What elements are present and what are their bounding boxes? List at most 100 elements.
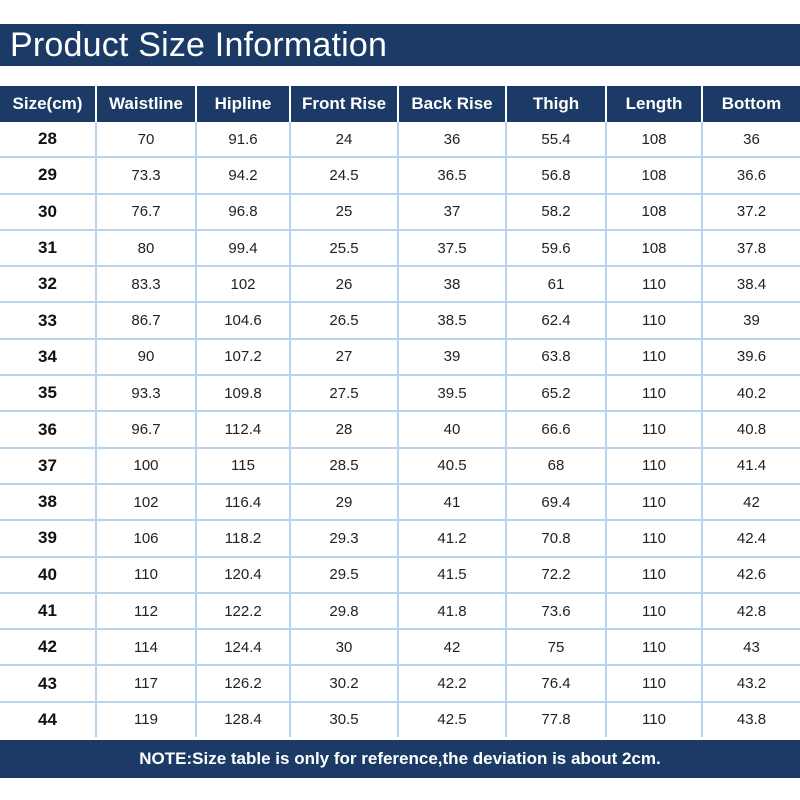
column-header: Waistline	[95, 86, 196, 122]
size-cell: 39	[0, 519, 96, 557]
measurement-cell: 40.8	[701, 410, 800, 448]
measurement-cell: 29.8	[289, 591, 398, 630]
measurement-cell: 119	[95, 700, 196, 738]
measurement-cell: 30.5	[289, 700, 398, 738]
size-cell: 29	[0, 156, 96, 194]
table-row: 43 117 126.2 30.2 42.2 76.4 110 43.2	[0, 664, 800, 702]
measurement-cell: 96.8	[195, 192, 290, 230]
measurement-cell: 41.2	[397, 519, 506, 557]
measurement-cell: 128.4	[195, 700, 290, 738]
measurement-cell: 66.6	[505, 410, 606, 448]
measurement-cell: 62.4	[505, 301, 606, 339]
measurement-cell: 73.6	[505, 591, 606, 630]
measurement-cell: 30.2	[289, 664, 398, 702]
size-cell: 32	[0, 265, 96, 303]
measurement-cell: 43.2	[701, 664, 800, 702]
measurement-cell: 120.4	[195, 555, 290, 593]
table-row: 37 100 115 28.5 40.5 68 110 41.4	[0, 446, 800, 484]
measurement-cell: 39	[397, 337, 506, 376]
measurement-cell: 58.2	[505, 192, 606, 230]
column-header: Length	[605, 86, 702, 122]
measurement-cell: 38.5	[397, 301, 506, 339]
title-bar: Product Size Information	[0, 24, 800, 66]
column-header: Bottom	[701, 86, 800, 122]
measurement-cell: 39.5	[397, 374, 506, 412]
measurement-cell: 24	[289, 122, 398, 158]
measurement-cell: 122.2	[195, 591, 290, 630]
size-cell: 41	[0, 591, 96, 630]
table-row: 36 96.7 112.4 28 40 66.6 110 40.8	[0, 410, 800, 448]
measurement-cell: 112	[95, 591, 196, 630]
measurement-cell: 110	[605, 519, 702, 557]
measurement-cell: 40	[397, 410, 506, 448]
measurement-cell: 36	[397, 122, 506, 158]
measurement-cell: 42.4	[701, 519, 800, 557]
measurement-cell: 94.2	[195, 156, 290, 194]
measurement-cell: 25.5	[289, 228, 398, 267]
measurement-cell: 109.8	[195, 374, 290, 412]
measurement-cell: 108	[605, 122, 702, 158]
measurement-cell: 27.5	[289, 374, 398, 412]
measurement-cell: 24.5	[289, 156, 398, 194]
size-cell: 35	[0, 374, 96, 412]
size-cell: 31	[0, 228, 96, 267]
size-cell: 34	[0, 337, 96, 376]
column-header: Thigh	[505, 86, 606, 122]
column-header: Back Rise	[397, 86, 506, 122]
measurement-cell: 117	[95, 664, 196, 702]
measurement-cell: 118.2	[195, 519, 290, 557]
table-row: 32 83.3 102 26 38 61 110 38.4	[0, 265, 800, 303]
measurement-cell: 93.3	[95, 374, 196, 412]
measurement-cell: 106	[95, 519, 196, 557]
size-cell: 30	[0, 192, 96, 230]
size-cell: 36	[0, 410, 96, 448]
measurement-cell: 36	[701, 122, 800, 158]
measurement-cell: 108	[605, 192, 702, 230]
measurement-cell: 96.7	[95, 410, 196, 448]
measurement-cell: 110	[605, 591, 702, 630]
size-cell: 43	[0, 664, 96, 702]
measurement-cell: 91.6	[195, 122, 290, 158]
note-bar: NOTE:Size table is only for reference,th…	[0, 740, 800, 778]
measurement-cell: 37.2	[701, 192, 800, 230]
measurement-cell: 30	[289, 628, 398, 666]
measurement-cell: 110	[605, 700, 702, 738]
measurement-cell: 29	[289, 482, 398, 521]
table-row: 42 114 124.4 30 42 75 110 43	[0, 628, 800, 666]
table-row: 34 90 107.2 27 39 63.8 110 39.6	[0, 337, 800, 376]
measurement-cell: 76.7	[95, 192, 196, 230]
column-header: Front Rise	[289, 86, 398, 122]
table-row: 29 73.3 94.2 24.5 36.5 56.8 108 36.6	[0, 156, 800, 194]
measurement-cell: 102	[195, 265, 290, 303]
measurement-cell: 107.2	[195, 337, 290, 376]
measurement-cell: 29.3	[289, 519, 398, 557]
measurement-cell: 38.4	[701, 265, 800, 303]
measurement-cell: 37.8	[701, 228, 800, 267]
measurement-cell: 63.8	[505, 337, 606, 376]
measurement-cell: 108	[605, 228, 702, 267]
measurement-cell: 69.4	[505, 482, 606, 521]
measurement-cell: 59.6	[505, 228, 606, 267]
measurement-cell: 68	[505, 446, 606, 484]
measurement-cell: 110	[605, 482, 702, 521]
measurement-cell: 61	[505, 265, 606, 303]
measurement-cell: 110	[605, 337, 702, 376]
measurement-cell: 124.4	[195, 628, 290, 666]
measurement-cell: 70	[95, 122, 196, 158]
size-cell: 38	[0, 482, 96, 521]
measurement-cell: 90	[95, 337, 196, 376]
measurement-cell: 108	[605, 156, 702, 194]
measurement-cell: 37	[397, 192, 506, 230]
table-row: 41 112 122.2 29.8 41.8 73.6 110 42.8	[0, 591, 800, 630]
measurement-cell: 39	[701, 301, 800, 339]
size-cell: 33	[0, 301, 96, 339]
measurement-cell: 115	[195, 446, 290, 484]
measurement-cell: 65.2	[505, 374, 606, 412]
table-row: 30 76.7 96.8 25 37 58.2 108 37.2	[0, 192, 800, 230]
measurement-cell: 28	[289, 410, 398, 448]
measurement-cell: 126.2	[195, 664, 290, 702]
table-row: 38 102 116.4 29 41 69.4 110 42	[0, 482, 800, 521]
measurement-cell: 42	[701, 482, 800, 521]
size-cell: 42	[0, 628, 96, 666]
measurement-cell: 110	[605, 555, 702, 593]
